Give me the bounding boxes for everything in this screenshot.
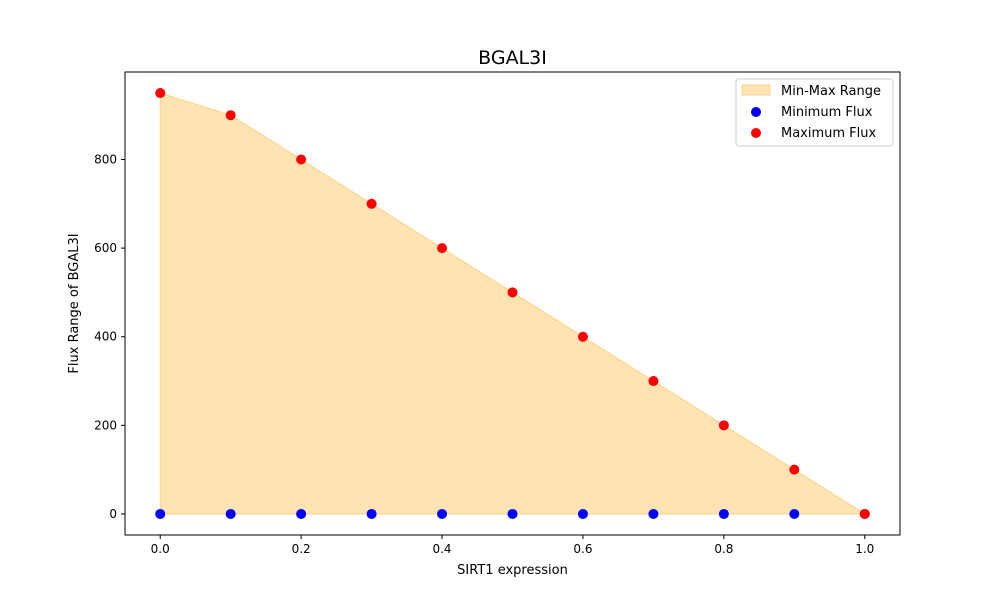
y-axis-ticks: 0 200 400 600 800 — [94, 153, 125, 521]
legend-label-maximum-flux: Maximum Flux — [781, 126, 877, 141]
legend-box — [735, 78, 894, 147]
min-max-range-area — [159, 92, 867, 515]
maximum-flux-point — [718, 420, 729, 431]
minimum-flux-point — [225, 508, 236, 519]
x-tick-label: 0.2 — [292, 542, 311, 556]
y-axis-label: Flux Range of BGAL3I — [67, 233, 82, 373]
y-tick-label: 200 — [94, 418, 117, 432]
range-fill-layer — [159, 92, 867, 515]
maximum-flux-point — [225, 110, 236, 121]
x-axis-label: SIRT1 expression — [457, 563, 568, 578]
minimum-flux-point — [789, 508, 800, 519]
minimum-flux-point — [366, 508, 377, 519]
maximum-flux-point — [437, 243, 448, 254]
y-tick-label: 400 — [94, 330, 117, 344]
minimum-flux-point — [577, 508, 588, 519]
x-tick-label: 1.0 — [855, 542, 874, 556]
y-tick-label: 800 — [94, 153, 117, 167]
maximum-flux-point — [296, 154, 307, 165]
x-tick-label: 0.6 — [573, 542, 592, 556]
legend-swatch-min-max-range — [741, 84, 771, 96]
legend: Min-Max Range Minimum Flux Maximum Flux — [735, 78, 894, 147]
minimum-flux-point — [296, 508, 307, 519]
legend-label-min-max-range: Min-Max Range — [781, 84, 881, 99]
x-tick-label: 0.8 — [714, 542, 733, 556]
legend-marker-minimum-flux — [751, 107, 761, 117]
minimum-flux-point — [437, 508, 448, 519]
legend-label-minimum-flux: Minimum Flux — [781, 105, 873, 120]
y-tick-label: 600 — [94, 241, 117, 255]
maximum-flux-point — [789, 464, 800, 475]
minimum-flux-point — [718, 508, 729, 519]
minimum-flux-point — [648, 508, 659, 519]
chart-title: BGAL3I — [478, 47, 547, 69]
minimum-flux-point — [507, 508, 518, 519]
maximum-flux-point — [648, 376, 659, 387]
x-tick-label: 0.0 — [151, 542, 170, 556]
points-layer — [155, 88, 870, 519]
y-tick-label: 0 — [109, 507, 117, 521]
minimum-flux-point — [155, 508, 166, 519]
maximum-flux-point — [366, 198, 377, 209]
plot-frame — [124, 71, 901, 536]
maximum-flux-point — [155, 88, 166, 99]
legend-marker-maximum-flux — [751, 128, 761, 138]
x-axis-ticks: 0.0 0.2 0.4 0.6 0.8 1.0 — [151, 535, 874, 556]
maximum-flux-point — [577, 331, 588, 342]
maximum-flux-point — [507, 287, 518, 298]
x-tick-label: 0.4 — [432, 542, 451, 556]
maximum-flux-point — [859, 508, 870, 519]
